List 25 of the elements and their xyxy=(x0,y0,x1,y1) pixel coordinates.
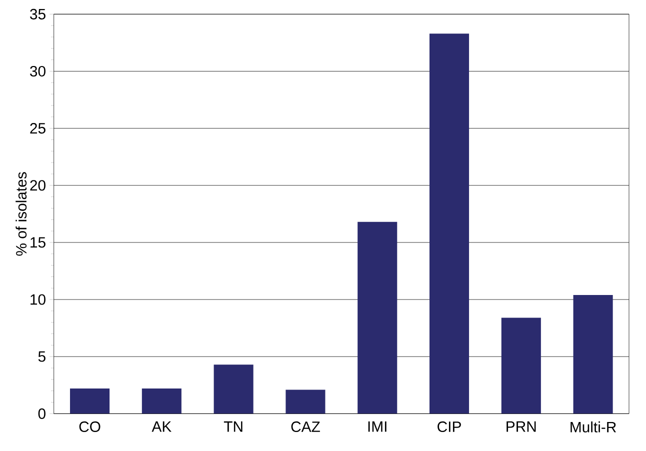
bar xyxy=(70,388,110,414)
bar xyxy=(142,388,182,414)
bar xyxy=(573,295,613,414)
bar xyxy=(358,222,398,414)
y-axis-title: % of isolates xyxy=(16,172,27,256)
x-tick-label: PRN xyxy=(506,422,536,432)
x-tick-label: IMI xyxy=(368,422,386,432)
y-tick-label: 20 xyxy=(30,180,46,191)
x-tick-label: CIP xyxy=(438,422,461,432)
x-tick-label: TN xyxy=(224,422,242,432)
y-tick-label: 30 xyxy=(30,66,46,77)
x-tick-label: CAZ xyxy=(291,422,320,432)
x-tick-label: AK xyxy=(152,422,172,432)
y-tick-label: 15 xyxy=(30,237,46,248)
y-tick-label: 5 xyxy=(38,352,46,362)
bar xyxy=(214,364,254,414)
x-tick-label: CO xyxy=(79,422,100,432)
bar xyxy=(286,390,326,414)
y-tick-label: 0 xyxy=(38,408,46,420)
y-tick-label: 35 xyxy=(30,9,46,20)
bar xyxy=(429,34,470,414)
y-tick-label: 10 xyxy=(30,294,46,306)
y-tick-label: 25 xyxy=(30,123,46,134)
bar xyxy=(501,318,541,414)
x-tick-label: Multi-R xyxy=(570,422,616,433)
